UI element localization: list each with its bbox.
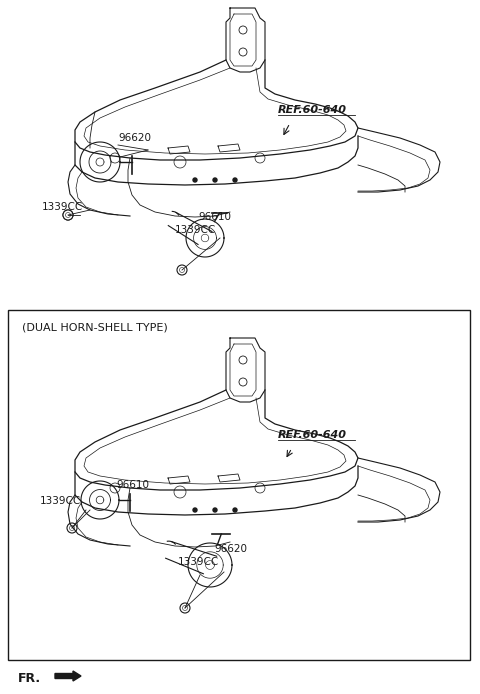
Text: 1339CC: 1339CC [178, 557, 219, 567]
Circle shape [233, 178, 237, 182]
Text: 96610: 96610 [198, 212, 231, 222]
Text: REF.60-640: REF.60-640 [278, 105, 347, 115]
Text: FR.: FR. [18, 672, 41, 685]
Text: 1339CC: 1339CC [40, 496, 81, 506]
Circle shape [193, 508, 197, 512]
Circle shape [213, 178, 217, 182]
Text: 1339CC: 1339CC [42, 202, 83, 212]
Circle shape [63, 210, 73, 220]
Text: 96610: 96610 [116, 480, 149, 490]
Circle shape [213, 508, 217, 512]
Circle shape [63, 210, 73, 220]
Circle shape [233, 508, 237, 512]
Circle shape [67, 523, 77, 533]
Text: 96620: 96620 [214, 544, 247, 554]
FancyArrow shape [55, 671, 81, 681]
Circle shape [180, 603, 190, 613]
Circle shape [193, 178, 197, 182]
Text: 1339CC: 1339CC [175, 225, 216, 235]
Circle shape [177, 265, 187, 275]
Text: (DUAL HORN-SHELL TYPE): (DUAL HORN-SHELL TYPE) [22, 322, 168, 332]
Text: REF.60-640: REF.60-640 [278, 430, 347, 440]
Text: 96620: 96620 [118, 133, 151, 143]
Bar [8, 310, 470, 660]
